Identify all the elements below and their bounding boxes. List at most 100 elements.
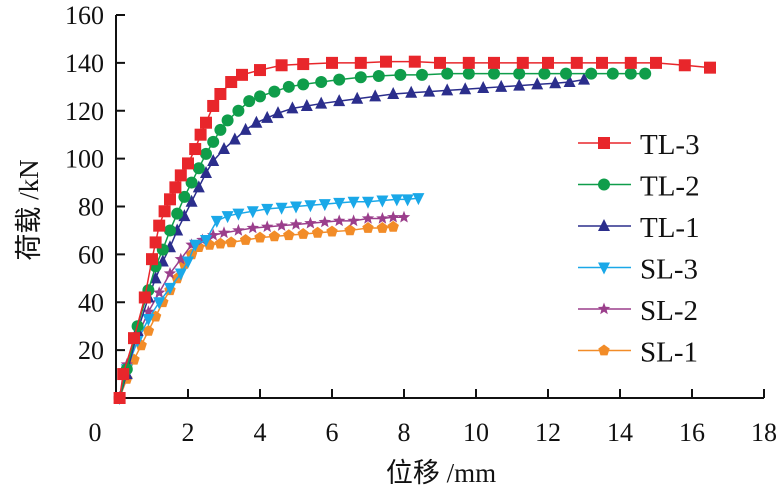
data-point-square xyxy=(200,116,212,129)
data-point-circle xyxy=(585,67,598,80)
data-point-square xyxy=(275,59,288,72)
data-point-triangle-down xyxy=(598,262,610,275)
data-point-triangle xyxy=(178,209,191,222)
data-point-triangle xyxy=(578,72,590,85)
series-tl-2 xyxy=(113,67,652,404)
data-point-square xyxy=(462,56,475,69)
data-point-square xyxy=(158,205,171,218)
legend-label: SL-3 xyxy=(640,254,698,286)
data-point-triangle-down xyxy=(246,206,259,219)
legend-item-sl-2: SL-2 xyxy=(578,295,698,327)
data-point-square xyxy=(542,56,554,69)
data-point-square xyxy=(117,368,130,381)
data-point-circle xyxy=(598,178,610,191)
data-point-triangle xyxy=(477,81,490,94)
x-tick-label: 16 xyxy=(679,418,705,447)
data-point-star xyxy=(347,214,360,227)
y-tick-label: 120 xyxy=(65,97,104,126)
series-line xyxy=(118,60,711,399)
data-point-pentagon xyxy=(326,225,338,237)
data-point-square xyxy=(488,56,500,69)
data-point-triangle-down xyxy=(182,256,194,269)
data-point-triangle-down xyxy=(200,235,212,248)
data-point-square xyxy=(624,56,637,69)
x-tick-label: 8 xyxy=(398,418,411,447)
x-tick-label: 0 xyxy=(89,418,102,447)
data-point-star xyxy=(163,267,177,279)
series-line xyxy=(118,72,646,399)
data-point-square xyxy=(650,56,662,69)
data-point-triangle xyxy=(300,98,313,111)
data-point-pentagon xyxy=(225,236,237,248)
data-point-star xyxy=(275,219,288,231)
data-point-triangle xyxy=(531,77,544,90)
legend: TL-3 TL-2 TL-1 SL-3 SL-2 SL-1 xyxy=(578,129,700,369)
data-point-pentagon xyxy=(344,224,356,236)
data-point-pentagon xyxy=(142,325,155,336)
data-point-circle xyxy=(164,224,176,237)
data-point-triangle-down xyxy=(347,196,360,209)
legend-label: SL-1 xyxy=(640,337,698,369)
data-point-pentagon xyxy=(214,237,227,249)
data-point-square xyxy=(138,291,151,304)
data-point-triangle xyxy=(549,76,562,89)
data-point-circle xyxy=(254,90,266,103)
data-point-circle xyxy=(200,147,212,160)
data-point-square xyxy=(297,58,310,71)
data-point-square xyxy=(408,55,421,68)
data-point-square xyxy=(169,181,182,194)
data-point-triangle xyxy=(200,165,212,178)
legend-item-sl-1: SL-1 xyxy=(578,337,698,369)
data-point-pentagon xyxy=(297,228,309,239)
data-point-circle xyxy=(315,76,328,89)
data-point-triangle-down xyxy=(376,195,389,208)
data-point-square xyxy=(254,64,266,77)
data-point-star xyxy=(397,210,411,223)
data-point-pentagon xyxy=(598,344,610,356)
data-point-square xyxy=(128,332,140,345)
legend-label: TL-1 xyxy=(640,212,700,244)
data-point-triangle-down xyxy=(333,197,346,210)
y-axis-label: 荷载 /kN xyxy=(14,159,44,260)
data-point-square xyxy=(146,253,158,266)
data-point-circle xyxy=(639,67,652,80)
data-point-triangle xyxy=(218,142,230,155)
data-point-square xyxy=(570,56,583,69)
data-point-triangle xyxy=(563,75,576,88)
data-point-triangle xyxy=(495,79,508,92)
data-point-square xyxy=(354,56,367,69)
data-point-circle xyxy=(178,190,191,203)
data-point-star xyxy=(289,218,303,230)
legend-item-tl-3: TL-3 xyxy=(578,129,700,161)
data-point-triangle xyxy=(369,89,382,102)
data-point-square xyxy=(704,61,716,74)
data-point-star xyxy=(217,226,231,239)
y-tick-label: 40 xyxy=(78,288,104,317)
data-point-star xyxy=(304,216,317,229)
data-point-pentagon xyxy=(254,231,266,243)
data-point-pentagon xyxy=(283,229,295,241)
data-point-pentagon xyxy=(239,234,252,245)
data-point-triangle xyxy=(315,96,328,109)
data-point-triangle xyxy=(149,271,162,284)
data-point-square xyxy=(225,76,238,89)
data-point-circle xyxy=(333,73,346,86)
data-point-triangle xyxy=(351,91,364,104)
data-point-star xyxy=(153,286,166,298)
data-point-triangle-down xyxy=(221,211,234,224)
data-point-circle xyxy=(171,207,184,220)
data-point-circle xyxy=(416,68,428,81)
data-point-pentagon xyxy=(311,226,324,238)
data-point-triangle-down xyxy=(164,282,176,295)
x-tick-label: 10 xyxy=(463,418,489,447)
data-point-square xyxy=(164,193,176,206)
data-point-square xyxy=(149,236,162,249)
y-tick-label: 20 xyxy=(78,336,104,365)
data-point-star xyxy=(361,212,375,224)
data-point-triangle-down xyxy=(290,201,302,214)
series-group xyxy=(113,55,716,405)
data-point-square xyxy=(434,56,446,69)
data-point-triangle-down xyxy=(153,297,166,310)
